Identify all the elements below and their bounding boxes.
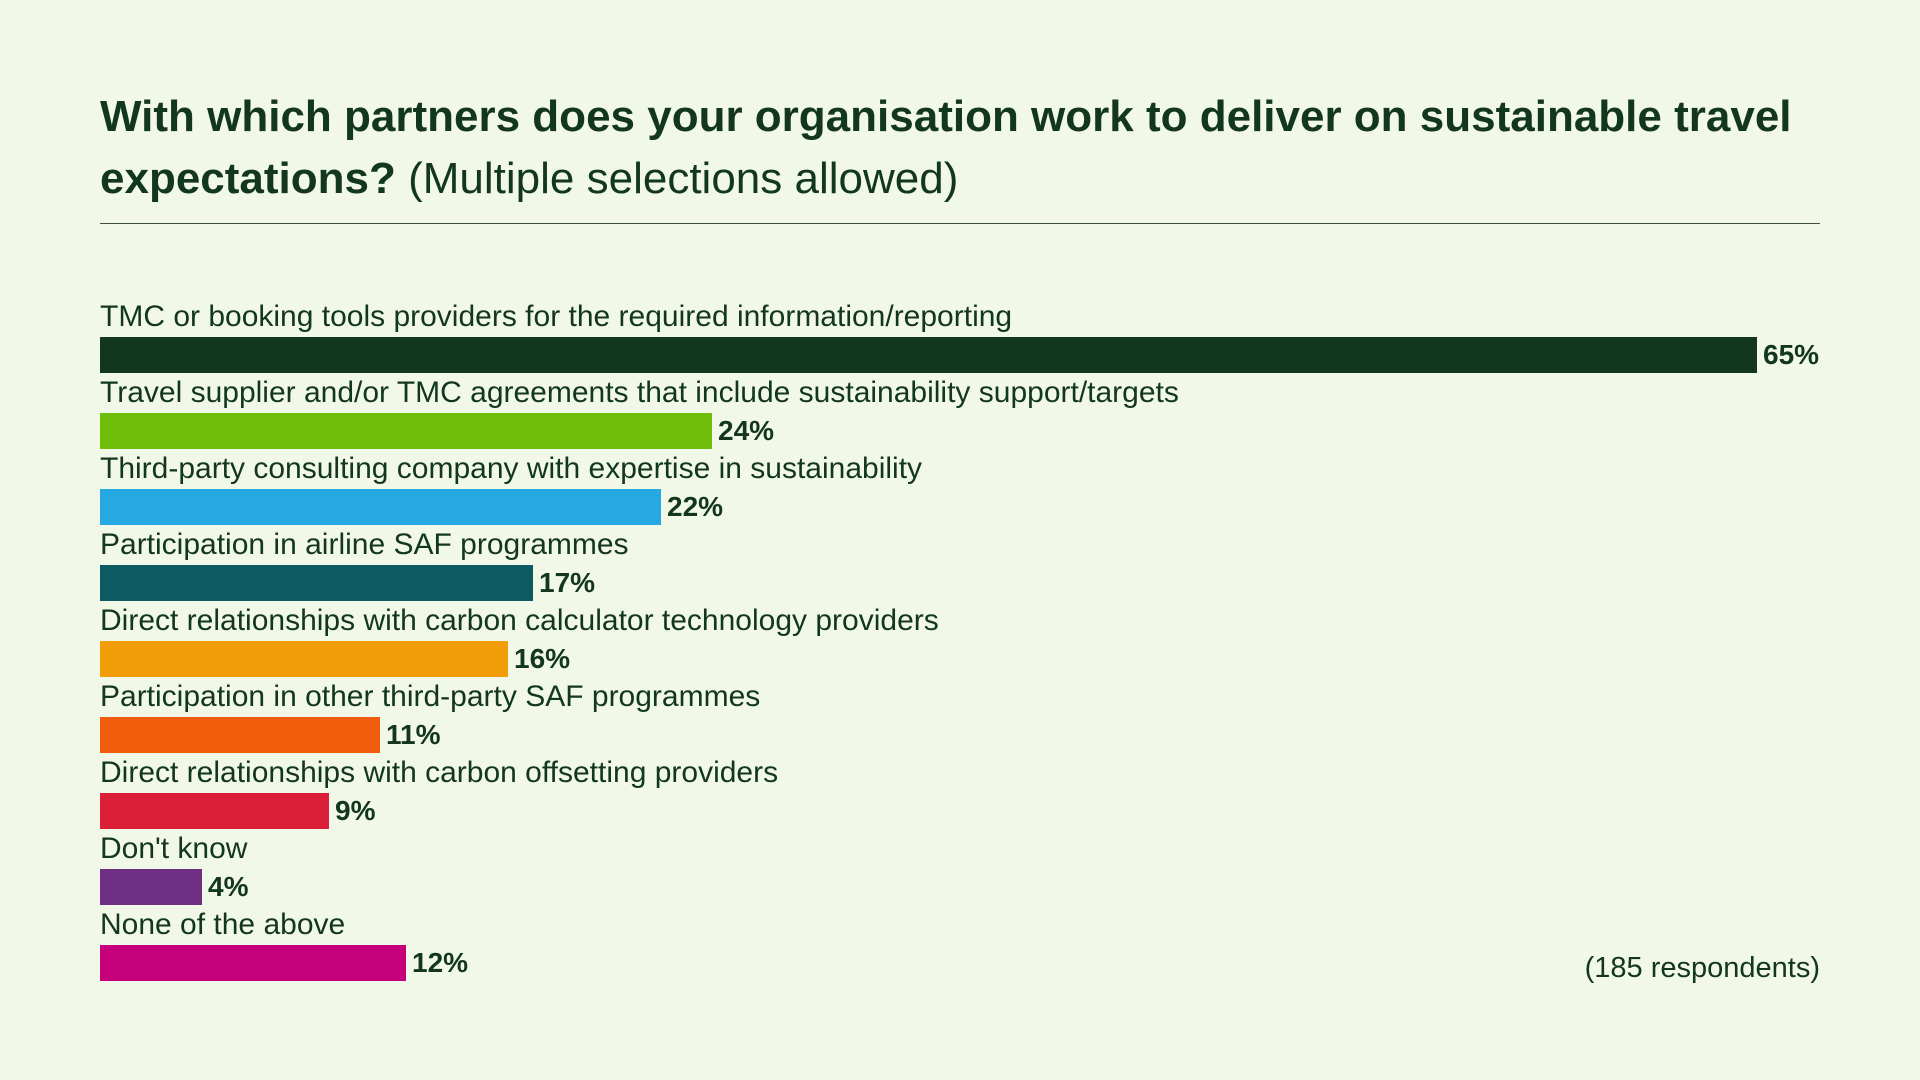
value-label: 65% [1763, 339, 1820, 370]
category-label: Participation in other third-party SAF p… [100, 680, 761, 713]
category-label: None of the above [100, 908, 346, 941]
bar [100, 717, 380, 753]
value-label: 12% [412, 947, 469, 978]
bar [100, 565, 533, 601]
category-label: Third-party consulting company with expe… [100, 452, 923, 485]
respondents-note: (185 respondents) [1584, 952, 1820, 984]
value-label: 24% [718, 415, 775, 446]
value-label: 4% [208, 871, 249, 902]
title-divider [100, 223, 1820, 224]
chart-subtitle: (Multiple selections allowed) [408, 154, 959, 203]
chart-title: With which partners does your organisati… [100, 86, 1820, 210]
bar [100, 945, 406, 981]
value-label: 16% [514, 643, 571, 674]
bar [100, 337, 1757, 373]
bar [100, 489, 661, 525]
bar [100, 413, 712, 449]
value-label: 17% [539, 567, 596, 598]
category-label: Direct relationships with carbon calcula… [100, 604, 939, 637]
value-label: 22% [667, 491, 724, 522]
chart-title-main: With which partners does your organisati… [100, 92, 1792, 203]
value-label: 11% [386, 719, 441, 750]
category-label: Direct relationships with carbon offsett… [100, 756, 779, 789]
category-label: TMC or booking tools providers for the r… [100, 300, 1013, 333]
category-label: Participation in airline SAF programmes [100, 528, 629, 561]
value-label: 9% [335, 795, 376, 826]
bar [100, 793, 329, 829]
category-label: Travel supplier and/or TMC agreements th… [100, 376, 1179, 409]
bar [100, 641, 508, 677]
bar [100, 869, 202, 905]
category-label: Don't know [100, 832, 248, 865]
